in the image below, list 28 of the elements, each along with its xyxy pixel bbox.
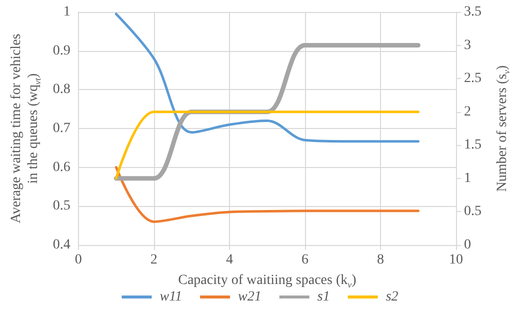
legend-label: s2 [386, 290, 398, 304]
legend-label: w21 [238, 290, 262, 304]
y2-tick-label: 0.5 [464, 204, 482, 220]
x-tick-label: 0 [74, 252, 82, 268]
y2-tick-label: 2.5 [464, 71, 482, 86]
y2-tick-label: 3.5 [464, 4, 482, 20]
y-tick-label: 0.5 [52, 198, 70, 214]
y2-tick-label: 0 [464, 238, 471, 252]
y2-tick-label: 1 [464, 170, 471, 186]
line-series [114, 166, 420, 223]
x-tick-label: 2 [150, 252, 158, 268]
y-tick-label: 0.8 [52, 82, 70, 98]
line-series [114, 12, 420, 143]
y-tick-label: 0.4 [52, 238, 70, 252]
y2-tick-label: 1.5 [464, 138, 482, 153]
y-tick-label: 0.6 [52, 160, 70, 175]
x-tick-label: 10 [449, 252, 463, 268]
legend-label: w11 [160, 290, 182, 304]
y2-tick-label: 3 [464, 38, 471, 53]
legend-label: s1 [317, 290, 330, 304]
y-tick-label: 0.7 [52, 121, 70, 136]
x-tick-label: 4 [226, 252, 233, 268]
y-tick-label: 1 [63, 4, 70, 20]
x-tick-label: 8 [376, 252, 384, 268]
x-tick-label: 6 [301, 252, 308, 268]
y2-tick-label: 2 [464, 104, 471, 120]
y-tick-label: 0.9 [52, 43, 70, 58]
y2-axis-title: Number of servers (sv) [495, 64, 512, 192]
